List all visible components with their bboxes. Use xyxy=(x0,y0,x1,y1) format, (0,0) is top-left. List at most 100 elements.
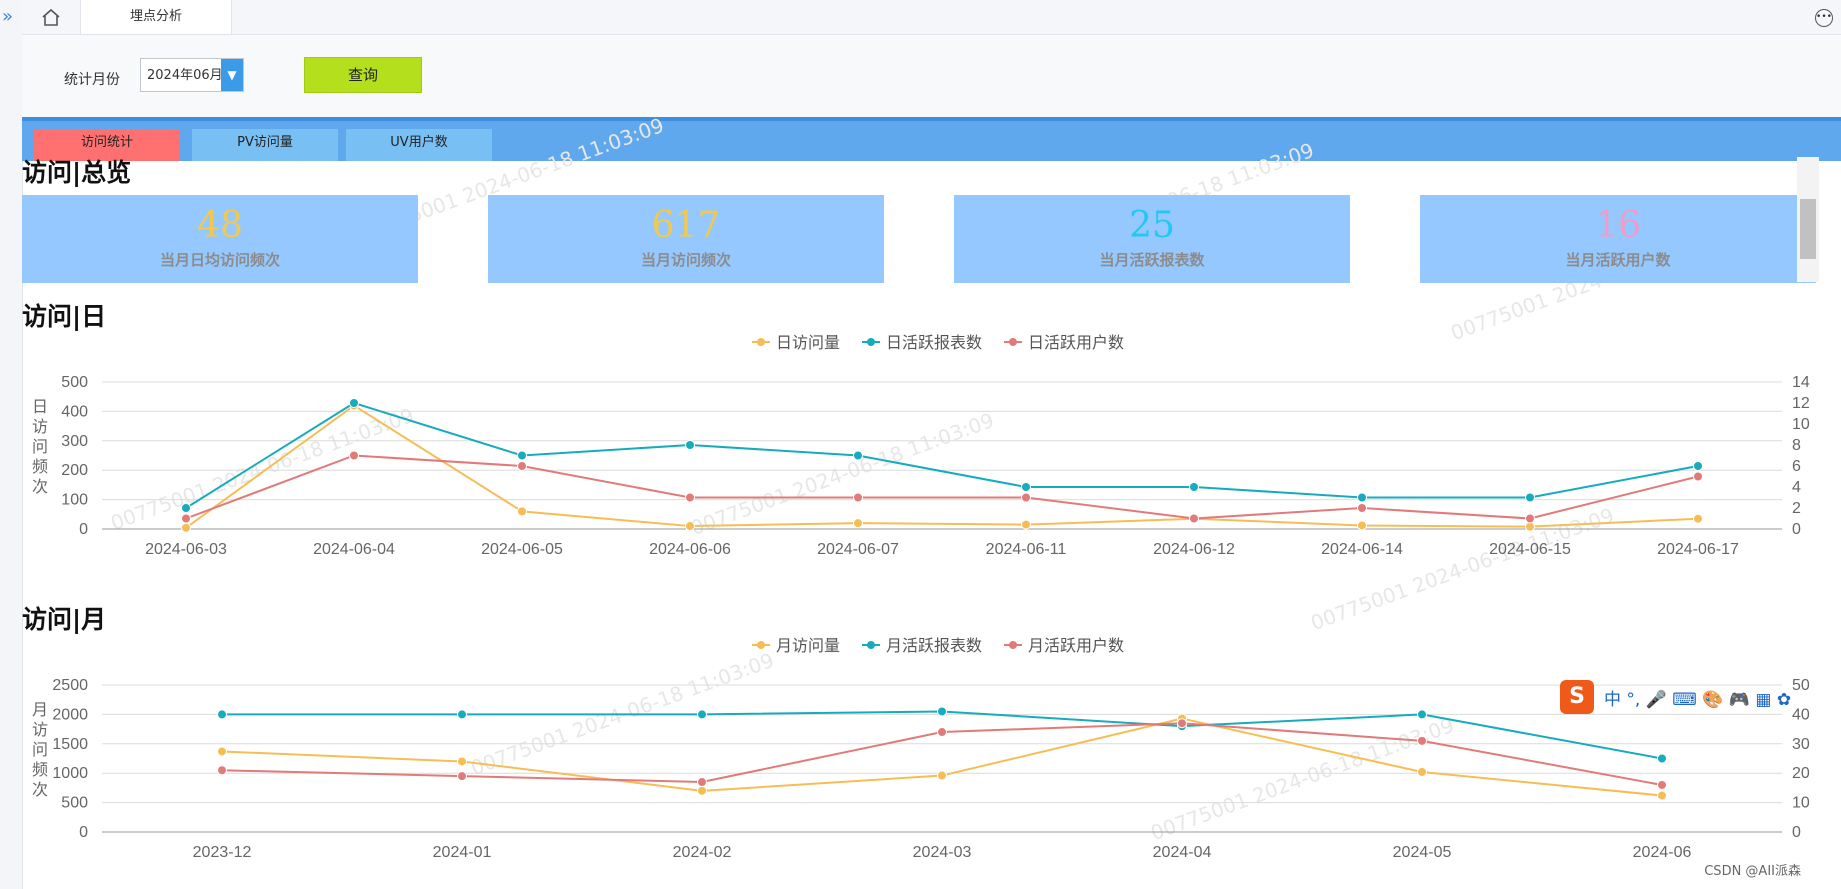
data-point xyxy=(181,522,191,533)
card-value: 16 xyxy=(1595,205,1641,246)
data-point xyxy=(1021,519,1031,530)
page-tabs: 访问统计 PV访问量 UV用户数 xyxy=(22,117,1841,161)
scrollbar-thumb[interactable] xyxy=(1800,199,1816,259)
y2-tick-label: 50 xyxy=(1792,677,1810,694)
tab-pv[interactable]: PV访问量 xyxy=(192,129,338,161)
y-tick-label: 2500 xyxy=(52,677,88,694)
card-value: 25 xyxy=(1129,205,1175,246)
dropdown-icon[interactable]: ▼ xyxy=(221,59,243,91)
footer-credit: CSDN @AII派森 xyxy=(1704,864,1801,879)
data-point xyxy=(217,746,227,757)
filter-bar: 统计月份 2024年06月 ▼ 查询 xyxy=(22,35,1841,117)
left-rail: » xyxy=(0,0,23,889)
x-tick-label: 2024-06-06 xyxy=(649,541,731,558)
ime-logo-icon: S xyxy=(1560,680,1594,714)
x-tick-label: 2024-06 xyxy=(1633,844,1692,861)
y2-tick-label: 0 xyxy=(1792,824,1801,841)
y2-tick-label: 14 xyxy=(1792,374,1810,391)
y2-tick-label: 10 xyxy=(1792,795,1810,812)
y2-tick-label: 6 xyxy=(1792,458,1801,475)
data-point xyxy=(1417,767,1427,778)
data-point xyxy=(217,709,227,720)
ime-controls[interactable]: 中 °, 🎤 ⌨ 🎨 🎮 ▦ ✿ xyxy=(1604,689,1792,710)
top-bar: 埋点分析 ••• xyxy=(22,0,1841,35)
data-point xyxy=(1357,492,1367,503)
y2-tick-label: 40 xyxy=(1792,706,1810,723)
tab-bury-analysis[interactable]: 埋点分析 xyxy=(80,0,232,34)
data-point xyxy=(457,756,467,767)
legend-marker-dot xyxy=(1009,338,1017,346)
y-tick-label: 100 xyxy=(61,492,88,509)
y-tick-label: 400 xyxy=(61,403,88,420)
data-point xyxy=(1693,461,1703,471)
legend-marker-dot xyxy=(1009,641,1017,649)
data-point xyxy=(1189,513,1199,524)
home-icon[interactable] xyxy=(40,6,62,28)
data-point xyxy=(1357,520,1367,531)
data-point xyxy=(853,518,863,529)
data-point xyxy=(697,785,707,796)
series-line xyxy=(185,454,1699,520)
data-point xyxy=(937,727,947,738)
card-value: 48 xyxy=(197,205,243,246)
daily-section-title: 访问|日 xyxy=(22,302,107,331)
scrollbar[interactable] xyxy=(1797,157,1819,282)
tab-visit-stats[interactable]: 访问统计 xyxy=(34,129,180,161)
data-point xyxy=(1657,790,1667,801)
y-axis-label: 日访问频次 xyxy=(32,399,48,496)
month-select[interactable]: 2024年06月 ▼ xyxy=(140,58,244,92)
data-point xyxy=(937,706,947,717)
data-point xyxy=(685,521,695,532)
legend-marker-dot xyxy=(757,338,765,346)
x-tick-label: 2024-06-03 xyxy=(145,541,227,558)
y2-tick-label: 20 xyxy=(1792,765,1810,782)
y-tick-label: 1500 xyxy=(52,736,88,753)
data-point xyxy=(1189,482,1199,492)
data-point xyxy=(1417,709,1427,720)
legend-label: 日访问量 xyxy=(776,334,840,352)
overview-title: 访问|总览 xyxy=(22,158,132,187)
data-point xyxy=(1417,735,1427,746)
monthly-section-title: 访问|月 xyxy=(22,605,107,634)
series-line xyxy=(185,404,1699,529)
data-point xyxy=(517,450,527,461)
data-point xyxy=(1021,482,1031,492)
y-tick-label: 200 xyxy=(61,462,88,479)
card-value: 617 xyxy=(651,205,721,246)
more-circle-icon[interactable]: ••• xyxy=(1815,9,1833,27)
y-tick-label: 500 xyxy=(61,374,88,391)
data-point xyxy=(181,503,191,513)
x-tick-label: 2024-01 xyxy=(433,844,492,861)
card-label: 当月活跃用户数 xyxy=(1565,251,1671,269)
data-point xyxy=(937,770,947,781)
x-tick-label: 2024-06-04 xyxy=(313,541,395,558)
x-tick-label: 2024-04 xyxy=(1153,844,1212,861)
data-point xyxy=(1657,779,1667,790)
data-point xyxy=(685,440,695,450)
y2-tick-label: 0 xyxy=(1792,521,1801,538)
y2-tick-label: 12 xyxy=(1792,395,1810,412)
legend-label: 日活跃报表数 xyxy=(886,334,982,352)
data-point xyxy=(349,450,359,461)
data-point xyxy=(517,506,527,517)
ime-toolbar[interactable]: S 中 °, 🎤 ⌨ 🎨 🎮 ▦ ✿ xyxy=(1560,678,1791,716)
query-button[interactable]: 查询 xyxy=(304,57,422,93)
data-point xyxy=(853,450,863,461)
tab-uv[interactable]: UV用户数 xyxy=(346,129,492,161)
legend-label: 日活跃用户数 xyxy=(1028,334,1124,352)
data-point xyxy=(349,398,359,408)
card-label: 当月日均访问频次 xyxy=(159,251,280,269)
y-tick-label: 1000 xyxy=(52,765,88,782)
data-point xyxy=(1693,471,1703,482)
y-tick-label: 0 xyxy=(79,521,88,538)
y2-tick-label: 2 xyxy=(1792,500,1801,517)
y2-tick-label: 10 xyxy=(1792,416,1810,433)
data-point xyxy=(1177,718,1187,729)
y-tick-label: 0 xyxy=(79,824,88,841)
data-point xyxy=(1021,492,1031,503)
legend-marker-dot xyxy=(867,338,875,346)
data-point xyxy=(1357,503,1367,513)
double-chevron-right-icon[interactable]: » xyxy=(2,6,14,27)
y-tick-label: 300 xyxy=(61,433,88,450)
card-active-users: 16 当月活跃用户数 xyxy=(1420,195,1816,283)
